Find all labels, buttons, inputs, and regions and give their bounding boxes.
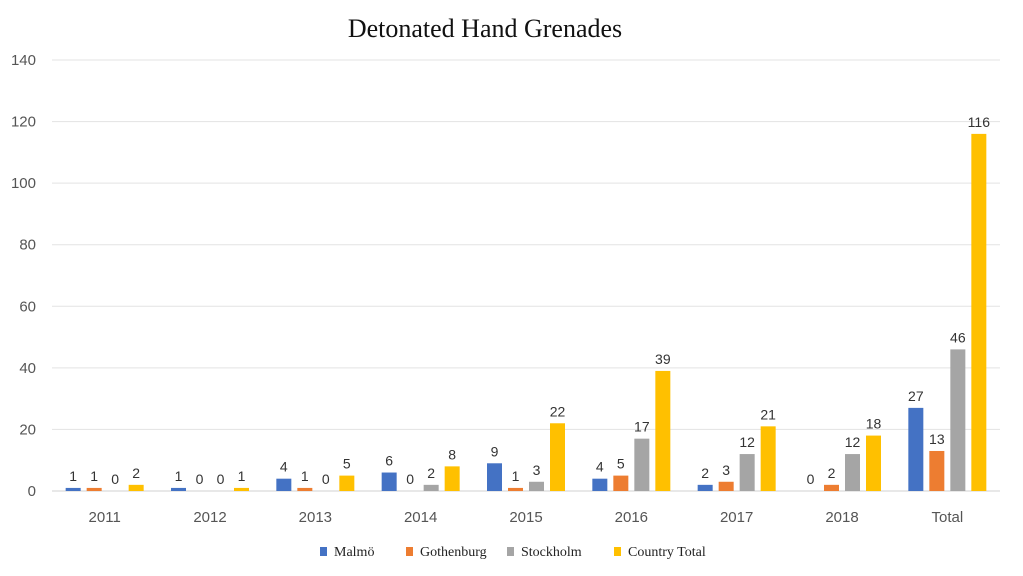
data-label: 18 — [866, 416, 882, 432]
data-label: 4 — [280, 459, 288, 475]
legend-swatch — [320, 547, 327, 556]
legend-item: Gothenburg — [406, 545, 487, 560]
legend-label: Stockholm — [521, 545, 582, 560]
data-label: 17 — [634, 419, 650, 435]
data-label: 12 — [845, 434, 861, 450]
y-tick-label: 60 — [19, 298, 36, 315]
bar-malm--2013 — [276, 478, 292, 491]
bar-stockholm-2015 — [529, 481, 544, 491]
bar-malm--2012 — [171, 487, 186, 491]
data-label: 4 — [596, 459, 604, 475]
legend-item: Malmö — [320, 545, 374, 560]
bar-country-total-2017 — [760, 426, 776, 491]
data-label: 5 — [343, 456, 351, 472]
legend-label: Malmö — [334, 545, 374, 560]
bar-gothenburg-2017 — [718, 481, 734, 491]
data-label: 13 — [929, 431, 945, 447]
bar-malm--total — [908, 407, 924, 491]
bar-gothenburg-2015 — [508, 487, 523, 491]
legend-label: Country Total — [628, 545, 706, 560]
x-tick-label: 2011 — [89, 509, 121, 526]
data-label: 2 — [132, 465, 140, 481]
bar-malm--2011 — [65, 487, 81, 491]
chart-title: Detonated Hand Grenades — [347, 14, 623, 43]
data-label: 1 — [69, 468, 77, 484]
data-label: 46 — [950, 329, 966, 345]
bar-stockholm-2018 — [845, 454, 860, 491]
y-tick-label: 100 — [11, 175, 36, 192]
bar-malm--2016 — [592, 478, 608, 491]
data-label: 0 — [322, 471, 330, 487]
bar-malm--2015 — [487, 463, 502, 491]
x-tick-label: 2017 — [720, 509, 753, 526]
legend-swatch — [406, 547, 413, 556]
y-tick-label: 120 — [11, 114, 36, 131]
bar-country-total-2015 — [550, 423, 565, 491]
bar-gothenburg-2011 — [86, 487, 102, 491]
data-label: 9 — [491, 443, 499, 459]
x-tick-label: 2012 — [193, 509, 226, 526]
data-label: 5 — [617, 456, 625, 472]
data-label: 2 — [701, 465, 709, 481]
x-tick-label: 2014 — [404, 509, 437, 526]
y-tick-label: 40 — [19, 360, 36, 377]
bar-country-total-2016 — [655, 370, 671, 491]
bar-country-total-2018 — [866, 435, 881, 491]
bar-gothenburg-total — [929, 450, 945, 491]
bar-malm--2017 — [697, 484, 713, 491]
data-label: 1 — [238, 468, 246, 484]
x-tick-label: 2013 — [299, 509, 332, 526]
bar-country-total-2012 — [234, 487, 249, 491]
legend-swatch — [614, 547, 621, 556]
data-label: 22 — [550, 403, 566, 419]
data-label: 3 — [533, 462, 541, 478]
bar-gothenburg-2016 — [613, 475, 629, 491]
bar-stockholm-total — [950, 349, 966, 491]
bar-country-total-total — [971, 133, 987, 491]
data-label: 1 — [512, 468, 520, 484]
data-label: 1 — [90, 468, 98, 484]
bar-country-total-2014 — [444, 466, 460, 491]
legend-item: Stockholm — [507, 545, 582, 560]
y-tick-label: 140 — [11, 52, 36, 69]
data-label: 0 — [406, 471, 414, 487]
data-label: 12 — [739, 434, 755, 450]
data-label: 2 — [828, 465, 836, 481]
legend-item: Country Total — [614, 545, 706, 560]
data-label: 1 — [175, 468, 183, 484]
legend-swatch — [507, 547, 514, 556]
bar-country-total-2011 — [128, 484, 144, 491]
bar-stockholm-2016 — [634, 438, 650, 491]
y-tick-label: 20 — [19, 421, 36, 438]
y-tick-label: 80 — [19, 237, 36, 254]
data-label: 0 — [217, 471, 225, 487]
data-label: 116 — [968, 114, 991, 130]
bar-gothenburg-2013 — [297, 487, 313, 491]
y-tick-label: 0 — [28, 483, 36, 500]
legend-label: Gothenburg — [420, 545, 487, 560]
data-label: 0 — [111, 471, 119, 487]
bar-malm--2014 — [381, 472, 397, 491]
bar-country-total-2013 — [339, 475, 355, 491]
data-label: 8 — [448, 446, 456, 462]
data-label: 0 — [807, 471, 815, 487]
data-label: 39 — [655, 351, 671, 367]
bar-stockholm-2014 — [423, 484, 439, 491]
x-tick-label: 2018 — [825, 509, 858, 526]
data-label: 3 — [722, 462, 730, 478]
x-tick-label: 2015 — [509, 509, 542, 526]
data-label: 2 — [427, 465, 435, 481]
data-label: 1 — [301, 468, 309, 484]
data-label: 27 — [908, 388, 924, 404]
bar-gothenburg-2018 — [824, 484, 839, 491]
bar-stockholm-2017 — [739, 454, 755, 491]
data-label: 6 — [385, 453, 393, 469]
x-tick-label: 2016 — [615, 509, 648, 526]
data-label: 0 — [196, 471, 204, 487]
data-label: 21 — [760, 406, 776, 422]
x-tick-label: Total — [931, 509, 963, 526]
